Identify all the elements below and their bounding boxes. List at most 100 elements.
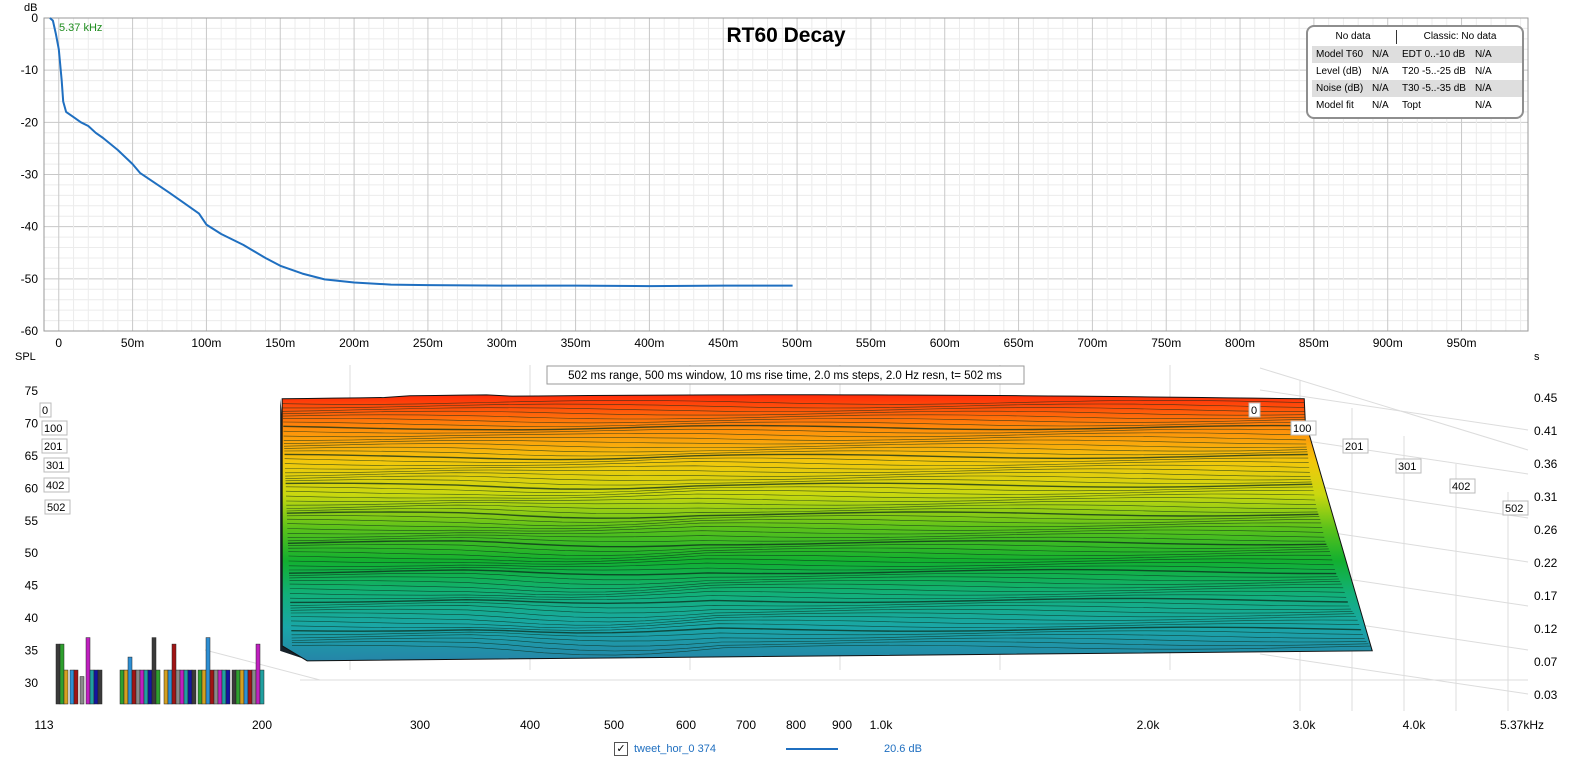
- frequency-tick-label: 600: [676, 718, 696, 732]
- perspective-grid-line: [1259, 653, 1529, 695]
- x-tick-label: 950m: [1447, 336, 1477, 350]
- x-tick-label: 350m: [561, 336, 591, 350]
- low-frequency-bar: [231, 669, 237, 705]
- frequency-tick-label: 300: [410, 718, 430, 732]
- waterfall-slice-line: [290, 608, 1353, 619]
- waterfall-slice-line: [283, 424, 1306, 431]
- chart-title: RT60 Decay: [726, 24, 845, 47]
- classic-metric-name: EDT 0..-10 dB: [1402, 49, 1466, 60]
- waterfall-slice-line: [291, 630, 1363, 637]
- waterfall-slice-line: [290, 612, 1355, 623]
- waterfall-slice-line: [289, 590, 1345, 598]
- waterfall-slice-line: [287, 544, 1328, 552]
- waterfall-slice-line: [287, 529, 1324, 535]
- spl-tick-label: 50: [25, 546, 39, 560]
- waterfall-slice-line: [291, 626, 1362, 634]
- waterfall-slice-line: [282, 418, 1305, 424]
- low-frequency-bar: [135, 669, 141, 705]
- x-tick-label: 600m: [930, 336, 960, 350]
- time-tick-label: 0.07: [1534, 655, 1558, 669]
- low-frequency-bar: [119, 669, 125, 705]
- waterfall-slice-line: [285, 482, 1313, 490]
- time-label-box: [41, 438, 68, 454]
- low-frequency-bar: [139, 669, 145, 705]
- x-tick-label: 0: [55, 336, 62, 350]
- low-frequency-bar: [197, 669, 203, 705]
- legend-trace-name[interactable]: tweet_hor_0 374: [634, 743, 716, 755]
- low-frequency-bar: [221, 669, 227, 705]
- classic-results-header: Classic: No data: [1423, 31, 1497, 42]
- waterfall-slice-line: [287, 522, 1322, 530]
- classic-metric-value: N/A: [1475, 83, 1492, 94]
- waterfall-slice-line: [284, 450, 1308, 457]
- waterfall-slice-line: [287, 540, 1327, 548]
- metric-name: Model fit: [1316, 100, 1354, 111]
- x-tick-label: 400m: [634, 336, 664, 350]
- waterfall-slice-line: [291, 634, 1365, 642]
- waterfall-slice-line: [288, 565, 1335, 571]
- waterfall-slice-line: [282, 403, 1305, 409]
- waterfall-slice-line: [284, 461, 1309, 466]
- frequency-tick-label: 200: [252, 718, 272, 732]
- time-tick-label: 0.26: [1534, 523, 1558, 537]
- spl-tick-label: 30: [25, 676, 39, 690]
- results-row: Model T60 N/A EDT 0..-10 dB N/A: [1312, 46, 1522, 63]
- time-label-box: [1342, 438, 1369, 454]
- low-frequency-bar: [209, 669, 215, 705]
- trace-visibility-checkbox[interactable]: ✓: [614, 742, 628, 756]
- x-tick-label: 900m: [1373, 336, 1403, 350]
- low-frequency-bar: [85, 637, 91, 705]
- waterfall-slice-line: [284, 457, 1309, 464]
- waterfall-slice-line: [289, 594, 1347, 601]
- waterfall-slice-line: [290, 619, 1358, 629]
- waterfall-slice-line: [289, 580, 1341, 590]
- low-frequency-bars: [55, 637, 265, 705]
- time-tick-label: 0.22: [1534, 556, 1558, 570]
- perspective-grid-line: [1259, 367, 1529, 451]
- metric-value: N/A: [1372, 100, 1389, 111]
- waterfall-slice-line: [290, 605, 1351, 614]
- waterfall-slice-line: [286, 500, 1316, 506]
- time-label-right: 301: [1398, 461, 1416, 473]
- frequency-marker-label: 5.37 kHz: [59, 22, 102, 34]
- waterfall-slice-line: [287, 536, 1326, 543]
- low-frequency-bar: [93, 669, 99, 705]
- waterfall-slice-line: [289, 583, 1342, 593]
- x-tick-label: 200m: [339, 336, 369, 350]
- time-tick-label: 0.17: [1534, 589, 1558, 603]
- classic-metric-name: T30 -5..-35 dB: [1402, 83, 1466, 94]
- low-frequency-bar: [143, 669, 149, 705]
- low-frequency-bar: [55, 643, 61, 705]
- time-tick-label: 0.45: [1534, 391, 1558, 405]
- legend-trace-value: 20.6 dB: [884, 743, 922, 755]
- frequency-tick-label: 113: [34, 718, 53, 732]
- low-frequency-bar: [167, 669, 173, 705]
- waterfall-info-text: 502 ms range, 500 ms window, 10 ms rise …: [568, 370, 1002, 382]
- waterfall-slice-line: [286, 504, 1317, 510]
- spl-tick-label: 70: [25, 416, 39, 430]
- time-label-box: [1502, 500, 1529, 516]
- time-label-box: [1395, 458, 1422, 474]
- x-tick-label: 750m: [1151, 336, 1181, 350]
- waterfall-info-box: [546, 365, 1025, 385]
- low-frequency-bar: [255, 643, 261, 705]
- time-label-right: 502: [1505, 503, 1523, 515]
- time-label-left: 0: [42, 405, 48, 417]
- waterfall-time-labels: 0 100 201 301 402 502 0 100 201 301 402 502: [39, 402, 1529, 516]
- waterfall-slice-line: [284, 453, 1308, 461]
- frequency-tick-label: 5.37kHz: [1500, 718, 1544, 732]
- waterfall-slice-line: [289, 572, 1338, 581]
- waterfall-slice-line: [289, 587, 1344, 596]
- low-frequency-bar: [259, 669, 265, 705]
- frequency-tick-label: 1.0k: [870, 718, 894, 732]
- perspective-grid-line: [1259, 389, 1529, 431]
- waterfall-slice-line: [283, 421, 1305, 427]
- frequency-tick-label: 700: [736, 718, 756, 732]
- low-frequency-bar: [131, 669, 137, 705]
- rt60-plot-frame: [43, 17, 1529, 332]
- spl-tick-label: 55: [25, 514, 39, 528]
- x-tick-label: 250m: [413, 336, 443, 350]
- x-tick-label: 850m: [1299, 336, 1329, 350]
- time-label-left: 100: [44, 423, 62, 435]
- y-tick-label: -40: [21, 220, 39, 234]
